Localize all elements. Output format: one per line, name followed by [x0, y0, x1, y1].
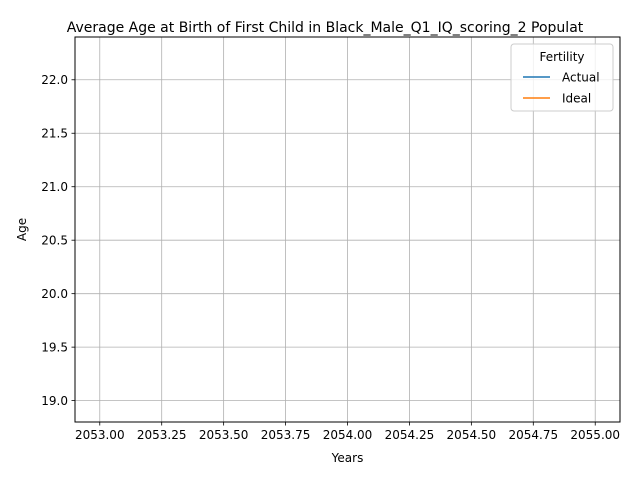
- x-tick-label: 2053.25: [137, 428, 187, 442]
- legend-box: [510, 43, 614, 112]
- y-tick-label: 21.5: [41, 127, 68, 141]
- legend-label-actual: Actual: [562, 70, 600, 84]
- legend-entries: Actual Ideal: [523, 70, 600, 105]
- y-tick-label: 22.0: [41, 73, 68, 87]
- x-tick-label: 2054.75: [508, 428, 558, 442]
- y-tick-label: 20.0: [41, 287, 68, 301]
- y-tick-label: 19.5: [41, 340, 68, 354]
- legend: Fertility Actual Ideal: [510, 43, 614, 112]
- x-tick-label: 2054.25: [385, 428, 435, 442]
- y-axis: 19.0 19.5 20.0 20.5 21.0 21.5 22.0: [41, 73, 75, 408]
- x-tick-label: 2054.00: [323, 428, 373, 442]
- x-axis: 2053.00 2053.25 2053.50 2053.75 2054.00 2054.…: [75, 422, 620, 442]
- legend-title: Fertility: [539, 50, 584, 64]
- y-tick-label: 20.5: [41, 233, 68, 247]
- x-axis-label: Years: [331, 451, 364, 465]
- x-tick-label: 2053.75: [261, 428, 311, 442]
- chart-title: Average Age at Birth of First Child in B…: [67, 20, 584, 36]
- y-tick-label: 21.0: [41, 180, 68, 194]
- y-axis-label: Age: [15, 218, 29, 241]
- x-tick-label: 2053.00: [75, 428, 125, 442]
- x-tick-label: 2055.00: [570, 428, 620, 442]
- legend-label-ideal: Ideal: [562, 91, 591, 105]
- x-tick-label: 2054.50: [447, 428, 497, 442]
- x-tick-label: 2053.50: [199, 428, 249, 442]
- y-tick-label: 19.0: [41, 394, 68, 408]
